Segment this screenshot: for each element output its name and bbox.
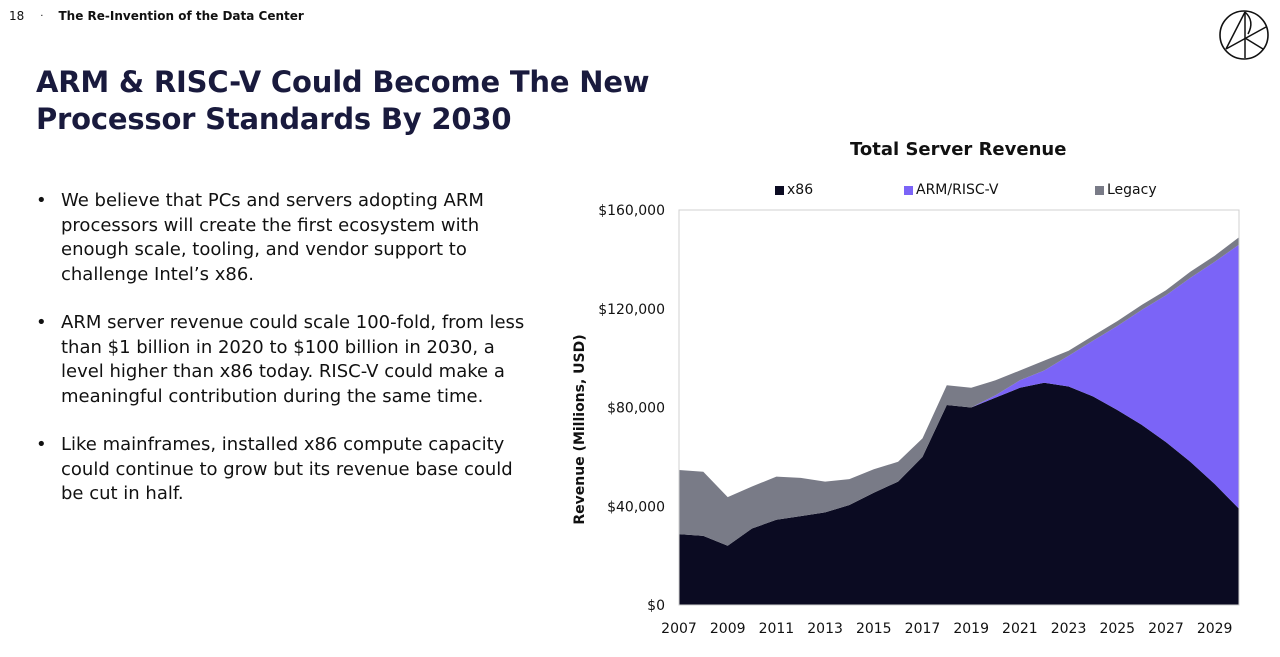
area-legacy — [679, 237, 1239, 546]
x-tick-label: 2019 — [953, 621, 989, 637]
bullet-list: • We believe that PCs and servers adopti… — [36, 189, 536, 531]
y-tick-label: $160,000 — [598, 203, 665, 219]
chart-legend: x86 ARM/RISC-V Legacy — [0, 182, 1280, 200]
y-axis-ticks: $0 $40,000 $80,000 $120,000 $160,000 — [598, 203, 665, 614]
header-separator: · — [40, 10, 44, 22]
x-tick-label: 2021 — [1002, 621, 1038, 637]
ark-logo-icon — [1219, 10, 1269, 60]
section-title: The Re-Invention of the Data Center — [58, 9, 304, 23]
y-axis-label: Revenue (Millions, USD) — [572, 334, 588, 524]
x-tick-label: 2023 — [1051, 621, 1087, 637]
legend-item-arm-riscv: ARM/RISC-V — [904, 182, 998, 198]
legend-item-x86: x86 — [775, 182, 813, 198]
legend-label-arm-riscv: ARM/RISC-V — [916, 182, 999, 198]
plot-frame — [678, 209, 1240, 606]
bullet-glyph: • — [36, 312, 47, 333]
y-tick-label: $40,000 — [607, 499, 665, 515]
bullet-glyph: • — [36, 434, 47, 455]
area-arm-risc-v — [679, 244, 1239, 546]
legend-label-x86: x86 — [787, 182, 814, 198]
bullet-item: • Like mainframes, installed x86 compute… — [36, 433, 536, 507]
bullet-text: ARM server revenue could scale 100-fold,… — [61, 312, 525, 407]
legend-swatch-x86 — [775, 185, 784, 195]
x-tick-label: 2011 — [759, 621, 795, 637]
chart-areas — [679, 237, 1239, 605]
bullet-text: Like mainframes, installed x86 compute c… — [61, 434, 513, 504]
x-tick-label: 2017 — [905, 621, 941, 637]
area-x86 — [679, 382, 1239, 605]
chart-title: Total Server Revenue — [850, 139, 1067, 160]
page-title: ARM & RISC-V Could Become The New Proces… — [36, 64, 650, 138]
bullet-glyph: • — [36, 190, 47, 211]
legend-swatch-legacy — [1095, 185, 1104, 195]
slide-header: 18 · The Re-Invention of the Data Center — [9, 9, 304, 23]
y-tick-label: $120,000 — [598, 302, 665, 318]
x-tick-label: 2027 — [1148, 621, 1184, 637]
x-tick-label: 2007 — [661, 621, 697, 637]
x-tick-label: 2015 — [856, 621, 892, 637]
page-number: 18 — [9, 9, 25, 23]
bullet-item: • We believe that PCs and servers adopti… — [36, 189, 536, 287]
legend-label-legacy: Legacy — [1107, 182, 1157, 198]
x-axis-ticks: 2007 2009 2011 2013 2015 2017 2019 2021 2023 2025… — [661, 621, 1232, 637]
x-tick-label: 2025 — [1099, 621, 1135, 637]
bullet-text: We believe that PCs and servers adopting… — [61, 190, 484, 285]
legend-swatch-arm-riscv — [904, 185, 913, 195]
legend-item-legacy: Legacy — [1095, 182, 1157, 198]
title-line-2: Processor Standards By 2030 — [36, 102, 512, 136]
x-tick-label: 2029 — [1197, 621, 1233, 637]
x-tick-label: 2009 — [710, 621, 746, 637]
title-line-1: ARM & RISC-V Could Become The New — [36, 65, 650, 99]
y-tick-label: $0 — [647, 598, 665, 614]
bullet-item: • ARM server revenue could scale 100-fol… — [36, 311, 536, 409]
x-tick-label: 2013 — [807, 621, 843, 637]
y-tick-label: $80,000 — [607, 401, 665, 417]
